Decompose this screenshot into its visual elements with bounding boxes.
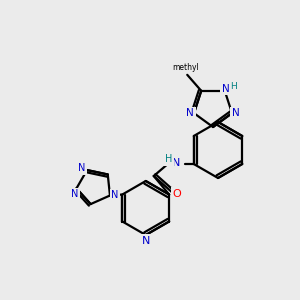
Text: N: N <box>111 190 118 200</box>
Text: N: N <box>186 108 194 118</box>
Text: N: N <box>222 84 230 94</box>
Text: O: O <box>172 189 181 199</box>
Text: H: H <box>230 82 237 91</box>
Text: N: N <box>142 236 150 246</box>
Text: N: N <box>172 158 180 168</box>
Text: N: N <box>78 163 86 173</box>
Text: N: N <box>232 108 240 118</box>
Text: H: H <box>165 154 172 164</box>
Text: N: N <box>71 189 78 200</box>
Text: methyl: methyl <box>172 63 199 72</box>
